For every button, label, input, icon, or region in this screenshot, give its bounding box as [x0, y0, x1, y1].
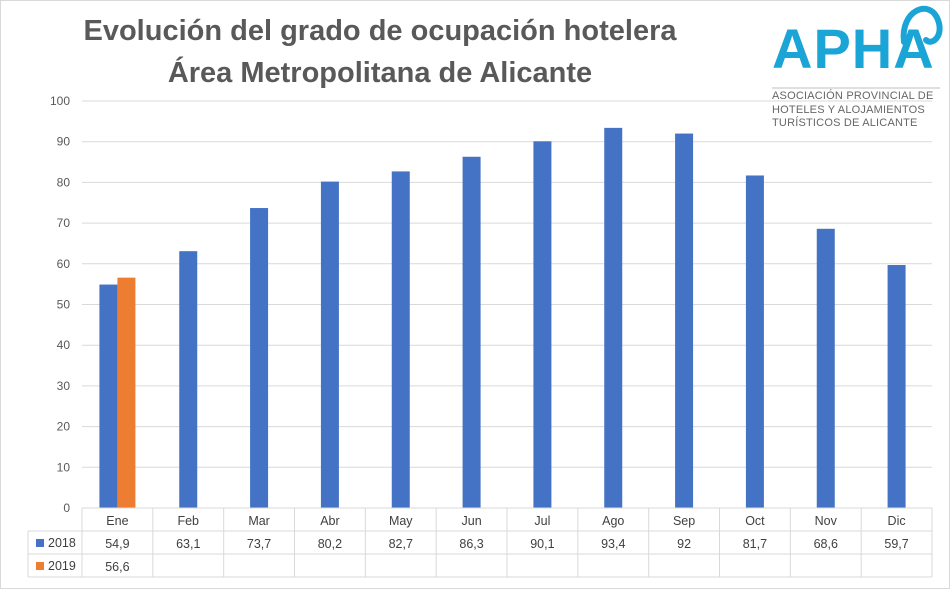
bar-2018-feb — [179, 251, 198, 509]
bar-2018-jul — [533, 141, 552, 508]
data-label-2018-mar: 73,7 — [247, 537, 271, 551]
data-label-2018-nov: 68,6 — [814, 537, 838, 551]
bar-2018-may — [391, 171, 410, 508]
chart-title: Evolución del grado de ocupación hoteler… — [40, 10, 720, 94]
data-label-2018-sep: 92 — [677, 537, 691, 551]
bar-2018-dic — [887, 265, 906, 508]
bar-2018-mar — [250, 208, 269, 508]
y-tick-label-40: 40 — [57, 338, 71, 352]
y-tick-label-10: 10 — [57, 460, 71, 474]
apha-logo: APHA — [772, 6, 943, 89]
bar-2018-jun — [462, 156, 481, 508]
data-label-2018-ago: 93,4 — [601, 537, 625, 551]
logo-subtitle: ASOCIACIÓN PROVINCIAL DE HOTELES Y ALOJA… — [772, 90, 950, 131]
apha-logo-swoosh — [900, 6, 943, 45]
legend-swatch-2018 — [36, 539, 44, 547]
data-label-2018-jul: 90,1 — [530, 537, 554, 551]
y-tick-label-60: 60 — [57, 257, 71, 271]
y-tick-label-0: 0 — [63, 501, 70, 515]
logo-subtitle-line-1: ASOCIACIÓN PROVINCIAL DE — [772, 90, 934, 102]
y-tick-label-100: 100 — [50, 94, 70, 108]
bar-2019-ene — [117, 277, 136, 508]
data-label-2018-ene: 54,9 — [105, 537, 129, 551]
x-tick-label-mar: Mar — [248, 514, 270, 528]
x-tick-label-sep: Sep — [673, 514, 695, 528]
y-tick-label-80: 80 — [57, 175, 71, 189]
x-tick-label-dic: Dic — [888, 514, 906, 528]
x-tick-label-ago: Ago — [602, 514, 624, 528]
y-tick-label-20: 20 — [57, 420, 71, 434]
y-tick-label-30: 30 — [57, 379, 71, 393]
bar-2018-ene — [99, 284, 118, 508]
bar-2018-oct — [745, 175, 764, 508]
y-tick-label-70: 70 — [57, 216, 71, 230]
x-tick-label-may: May — [389, 514, 413, 528]
bar-2018-abr — [320, 181, 339, 508]
legend-label-2018: 2018 — [48, 536, 76, 550]
chart-title-line-1: Evolución del grado de ocupación hoteler… — [83, 15, 677, 47]
data-label-2018-feb: 63,1 — [176, 537, 200, 551]
data-label-2019-ene: 56,6 — [105, 560, 129, 574]
x-tick-label-jul: Jul — [534, 514, 550, 528]
data-label-2018-jun: 86,3 — [459, 537, 483, 551]
bar-2018-nov — [816, 228, 835, 508]
legend-label-2019: 2019 — [48, 559, 76, 573]
logo-subtitle-line-3: TURÍSTICOS DE ALICANTE — [772, 117, 918, 129]
bar-2018-ago — [604, 127, 623, 508]
x-tick-label-jun: Jun — [462, 514, 482, 528]
legend-swatch-2019 — [36, 562, 44, 570]
x-tick-label-oct: Oct — [745, 514, 765, 528]
x-tick-label-abr: Abr — [320, 514, 339, 528]
x-tick-label-ene: Ene — [106, 514, 128, 528]
bar-2018-sep — [675, 133, 694, 508]
chart-title-line-2: Área Metropolitana de Alicante — [167, 57, 593, 89]
y-tick-label-50: 50 — [57, 298, 71, 312]
data-label-2018-oct: 81,7 — [743, 537, 767, 551]
logo-subtitle-line-2: HOTELES Y ALOJAMIENTOS — [772, 103, 925, 116]
data-label-2018-dic: 59,7 — [884, 537, 908, 551]
data-label-2018-may: 82,7 — [389, 537, 413, 551]
y-tick-label-90: 90 — [57, 135, 71, 149]
x-tick-label-nov: Nov — [815, 514, 838, 528]
x-tick-label-feb: Feb — [177, 514, 199, 528]
data-label-2018-abr: 80,2 — [318, 537, 342, 551]
